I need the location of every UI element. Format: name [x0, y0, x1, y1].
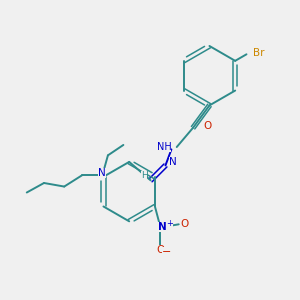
Text: O: O [156, 245, 164, 255]
Text: N: N [98, 168, 106, 178]
Text: −: − [162, 247, 172, 257]
Text: H: H [141, 171, 147, 180]
Text: O: O [180, 219, 188, 229]
Text: N: N [158, 222, 167, 232]
Text: N: N [169, 158, 177, 167]
Text: NH: NH [157, 142, 171, 152]
Text: Br: Br [253, 48, 265, 58]
Text: O: O [203, 121, 212, 131]
Text: +: + [167, 219, 173, 228]
